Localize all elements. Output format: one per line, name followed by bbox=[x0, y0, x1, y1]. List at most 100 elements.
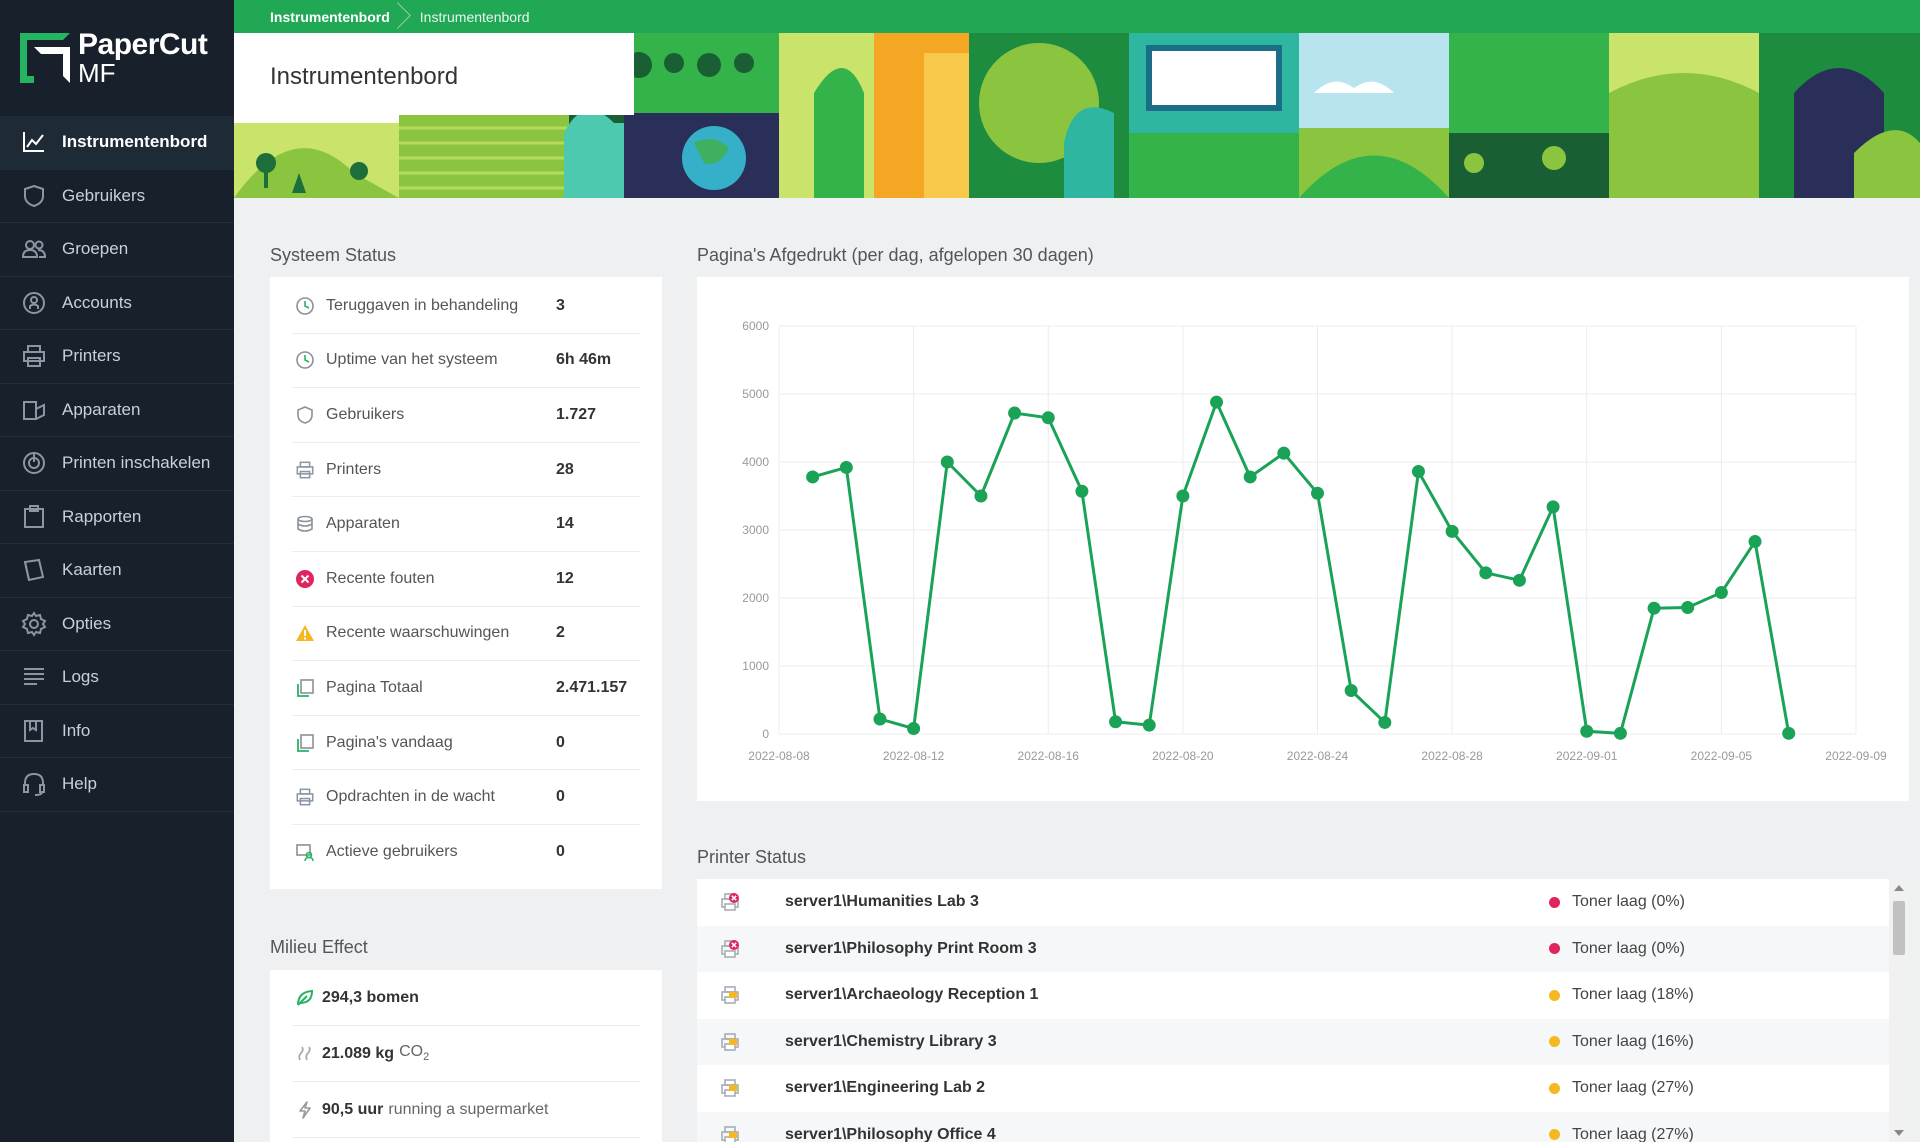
status-label[interactable]: Uptime van het systeem bbox=[326, 351, 498, 369]
status-label[interactable]: Apparaten bbox=[326, 515, 400, 533]
printer-status-row[interactable]: server1\Philosophy Office 4 Toner laag (2… bbox=[697, 1111, 1889, 1142]
scrollbar-thumb[interactable] bbox=[1893, 901, 1905, 955]
x-tick-label: 2022-08-28 bbox=[1421, 749, 1483, 763]
sidebar-item-help[interactable]: Help bbox=[0, 758, 234, 812]
printer-status-row[interactable]: server1\Archaeology Reception 1 Toner laa… bbox=[697, 972, 1889, 1019]
env-trees-value: 294,3 bomen bbox=[322, 988, 419, 1006]
printer-name[interactable]: server1\Archaeology Reception 1 bbox=[785, 986, 1039, 1004]
sidebar-item-opties[interactable]: Opties bbox=[0, 598, 234, 651]
group-icon bbox=[20, 235, 48, 263]
scroll-up-icon[interactable] bbox=[1894, 885, 1904, 891]
printer-name[interactable]: server1\Philosophy Office 4 bbox=[785, 1125, 996, 1142]
printer-name[interactable]: server1\Humanities Lab 3 bbox=[785, 893, 979, 911]
line-chart: 0 1000 2000 3000 4000 5000 6000 2022-08-08 2022-… bbox=[742, 319, 1887, 763]
status-label[interactable]: Recente waarschuwingen bbox=[326, 624, 510, 642]
sidebar-item-label: Apparaten bbox=[62, 399, 141, 419]
data-point bbox=[1445, 524, 1459, 538]
database-icon bbox=[292, 511, 318, 537]
sidebar-item-gebruikers[interactable]: Gebruikers bbox=[0, 170, 234, 223]
sidebar-item-printers[interactable]: Printers bbox=[0, 330, 234, 384]
monitor-user-icon bbox=[292, 839, 318, 865]
system-status-card: Teruggaven in behandeling 3 Uptime van het… bbox=[270, 277, 662, 889]
x-tick-label: 2022-09-05 bbox=[1691, 749, 1753, 763]
printer-icon bbox=[292, 784, 318, 810]
sidebar-item-printen-inschakelen[interactable]: Printen inschakelen bbox=[0, 437, 234, 491]
status-value: 6h 46m bbox=[556, 351, 612, 369]
printer-name[interactable]: server1\Engineering Lab 2 bbox=[785, 1079, 986, 1097]
data-point bbox=[1613, 726, 1627, 740]
card-icon bbox=[20, 556, 48, 584]
printer-status-row[interactable]: server1\Chemistry Library 3 Toner laag (1… bbox=[697, 1018, 1889, 1065]
sidebar-item-instrumentenbord[interactable]: Instrumentenbord bbox=[0, 116, 234, 170]
printer-status-row[interactable]: server1\Philosophy Print Room 3 Toner laa… bbox=[697, 925, 1889, 972]
printer-icon bbox=[20, 342, 48, 370]
printer-name[interactable]: server1\Philosophy Print Room 3 bbox=[785, 939, 1037, 957]
status-value: 2.471.157 bbox=[556, 678, 628, 696]
printer-status-row[interactable]: server1\Engineering Lab 2 Toner laag (27%… bbox=[697, 1065, 1889, 1112]
printer-warning-icon bbox=[717, 1029, 743, 1055]
scroll-down-icon[interactable] bbox=[1894, 1130, 1904, 1136]
status-label[interactable]: Actieve gebruikers bbox=[326, 843, 458, 861]
chart-line-icon bbox=[20, 128, 48, 156]
sidebar-item-label: Help bbox=[62, 774, 97, 794]
printer-name[interactable]: server1\Chemistry Library 3 bbox=[785, 1032, 997, 1050]
sidebar-item-accounts[interactable]: Accounts bbox=[0, 277, 234, 330]
system-status-row: Recente fouten 12 bbox=[292, 552, 640, 607]
data-point bbox=[1008, 406, 1022, 420]
printer-warning-icon bbox=[717, 982, 743, 1008]
sidebar-item-label: Rapporten bbox=[62, 506, 142, 526]
pages-icon bbox=[292, 675, 318, 701]
series-line bbox=[812, 400, 1791, 735]
environment-card: 294,3 bomen 21.089 kg CO2 90,5 uur runni… bbox=[270, 970, 662, 1142]
system-status-row: Pagina's vandaag 0 bbox=[292, 716, 640, 771]
sidebar-item-label: Info bbox=[62, 720, 91, 740]
status-value: 0 bbox=[556, 788, 565, 806]
pages-printed-chart: 0 1000 2000 3000 4000 5000 6000 2022-08-08 2022-… bbox=[697, 277, 1909, 801]
x-tick-label: 2022-09-01 bbox=[1556, 749, 1618, 763]
status-label[interactable]: Recente fouten bbox=[326, 569, 435, 587]
env-trees-row: 294,3 bomen bbox=[292, 970, 640, 1026]
system-status-row: Uptime van het systeem 6h 46m bbox=[292, 334, 640, 389]
printer-list-scrollbar[interactable] bbox=[1889, 879, 1909, 1142]
clock-icon bbox=[292, 293, 318, 319]
sidebar-item-label: Groepen bbox=[62, 239, 129, 259]
breadcrumb-item-1[interactable]: Instrumentenbord bbox=[270, 8, 390, 25]
data-point bbox=[1411, 465, 1425, 479]
banner-illustration bbox=[234, 33, 1920, 198]
status-label[interactable]: Pagina Totaal bbox=[326, 678, 423, 696]
data-point bbox=[1210, 395, 1224, 409]
status-value: 12 bbox=[556, 569, 574, 587]
printer-status-row[interactable]: server1\Humanities Lab 3 Toner laag (0%) bbox=[697, 879, 1889, 926]
sidebar-item-logs[interactable]: Logs bbox=[0, 651, 234, 705]
status-dot bbox=[1549, 1129, 1560, 1141]
status-value: 0 bbox=[556, 843, 565, 861]
status-label[interactable]: Opdrachten in de wacht bbox=[326, 788, 495, 806]
power-icon bbox=[20, 449, 48, 477]
data-point bbox=[1277, 446, 1291, 460]
status-label[interactable]: Printers bbox=[326, 460, 382, 478]
env-co2-value: 21.089 kg bbox=[322, 1044, 395, 1062]
sidebar-item-groepen[interactable]: Groepen bbox=[0, 223, 234, 277]
breadcrumb: Instrumentenbord Instrumentenbord bbox=[234, 0, 1920, 33]
printer-status-text: Toner laag (27%) bbox=[1572, 1079, 1694, 1097]
sidebar-item-info[interactable]: Info bbox=[0, 705, 234, 758]
system-status-row: Teruggaven in behandeling 3 bbox=[292, 279, 640, 334]
status-label[interactable]: Teruggaven in behandeling bbox=[326, 296, 519, 314]
status-label[interactable]: Pagina's vandaag bbox=[326, 733, 453, 751]
sidebar-item-apparaten[interactable]: Apparaten bbox=[0, 384, 234, 437]
env-co2-row: 21.089 kg CO2 bbox=[292, 1026, 640, 1082]
sidebar-item-kaarten[interactable]: Kaarten bbox=[0, 544, 234, 598]
book-icon bbox=[20, 717, 48, 745]
status-label[interactable]: Gebruikers bbox=[326, 405, 405, 423]
sidebar-item-rapporten[interactable]: Rapporten bbox=[0, 491, 234, 544]
printer-icon bbox=[292, 457, 318, 483]
status-dot bbox=[1549, 896, 1560, 908]
y-tick-label: 4000 bbox=[742, 455, 769, 469]
sidebar-nav: Instrumentenbord Gebruikers Groepen Account… bbox=[0, 116, 234, 812]
y-tick-label: 5000 bbox=[742, 387, 769, 401]
papercut-logo[interactable]: PaperCut MF bbox=[0, 0, 234, 116]
data-point bbox=[1075, 484, 1089, 498]
clipboard-icon bbox=[20, 503, 48, 531]
x-tick-label: 2022-08-08 bbox=[748, 749, 810, 763]
data-point bbox=[806, 470, 820, 484]
